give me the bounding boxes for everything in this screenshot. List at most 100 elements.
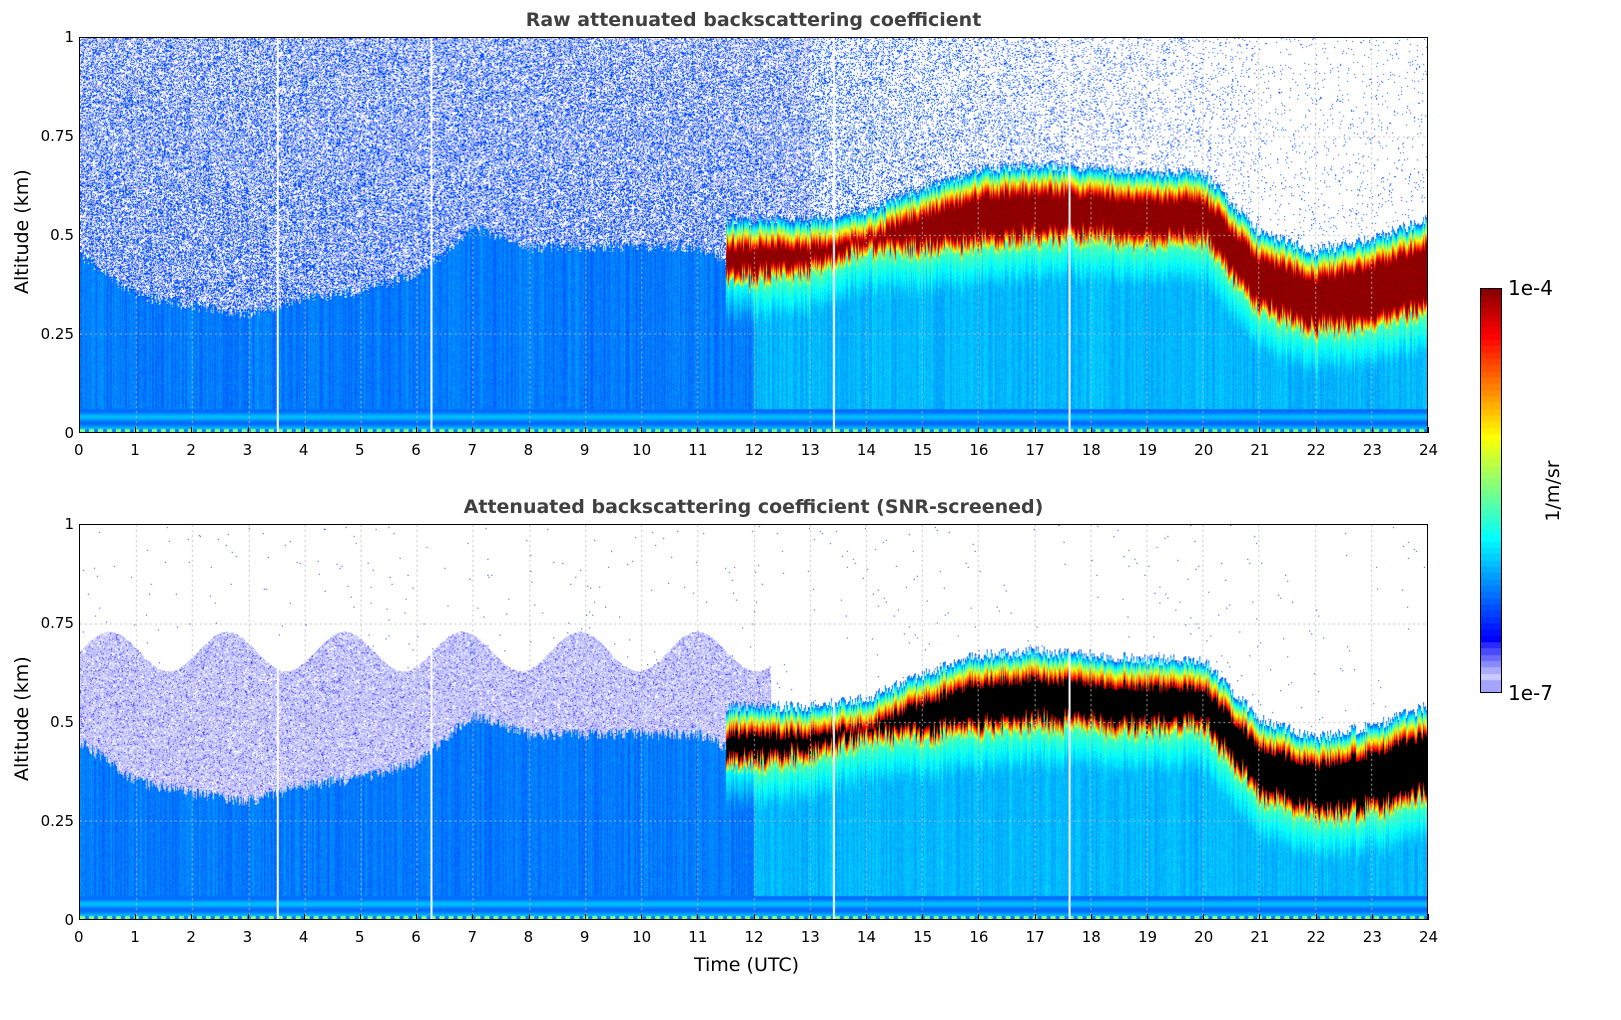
x-tick-mark	[416, 914, 418, 920]
x-tick-mark	[191, 914, 193, 920]
x-tick-mark	[809, 427, 811, 433]
x-tick-label: 20	[1194, 441, 1214, 459]
x-tick-mark	[472, 914, 474, 920]
x-tick-mark	[1034, 427, 1036, 433]
x-tick-label: 1	[130, 441, 140, 459]
x-tick-label: 16	[969, 928, 989, 946]
x-tick-label: 8	[523, 928, 534, 946]
y-tick-label: 1	[64, 28, 74, 46]
x-tick-label: 11	[688, 928, 708, 946]
x-tick-mark	[1428, 427, 1429, 433]
x-tick-label: 3	[242, 441, 253, 459]
x-tick-label: 21	[1250, 928, 1270, 946]
x-tick-label: 2	[186, 441, 196, 459]
x-tick-mark	[584, 427, 586, 433]
top-y-axis-label: Altitude (km)	[11, 169, 33, 294]
x-tick-mark	[135, 914, 137, 920]
y-tick-label: 0.5	[50, 713, 74, 731]
x-tick-label: 24	[1419, 441, 1439, 459]
x-tick-label: 22	[1306, 441, 1326, 459]
x-tick-label: 14	[856, 928, 876, 946]
x-tick-label: 23	[1362, 441, 1382, 459]
x-tick-mark	[922, 427, 924, 433]
x-tick-label: 20	[1194, 928, 1214, 946]
x-tick-mark	[697, 427, 699, 433]
x-tick-label: 10	[632, 928, 652, 946]
x-tick-label: 10	[632, 441, 652, 459]
bottom-y-axis-label: Altitude (km)	[11, 656, 33, 781]
x-tick-mark	[978, 427, 980, 433]
x-tick-mark	[809, 914, 811, 920]
x-tick-label: 13	[800, 441, 820, 459]
x-tick-label: 21	[1250, 441, 1270, 459]
x-tick-mark	[753, 427, 755, 433]
y-tick-label: 0.25	[40, 325, 74, 343]
x-tick-mark	[1259, 427, 1261, 433]
x-tick-mark	[528, 914, 530, 920]
x-tick-label: 5	[355, 928, 365, 946]
x-tick-label: 15	[913, 441, 933, 459]
x-tick-mark	[416, 427, 418, 433]
x-tick-label: 22	[1306, 928, 1326, 946]
x-tick-label: 0	[74, 928, 84, 946]
x-tick-label: 16	[969, 441, 989, 459]
x-tick-mark	[360, 427, 362, 433]
x-tick-mark	[641, 914, 643, 920]
x-tick-mark	[135, 427, 137, 433]
x-tick-mark	[247, 427, 249, 433]
x-tick-label: 17	[1025, 928, 1045, 946]
x-tick-label: 3	[242, 928, 253, 946]
x-tick-mark	[697, 914, 699, 920]
x-tick-mark	[865, 427, 867, 433]
x-tick-label: 23	[1362, 928, 1382, 946]
x-tick-mark	[191, 427, 193, 433]
colorbar-unit-label: 1/m/sr	[1542, 460, 1564, 522]
x-tick-mark	[528, 427, 530, 433]
x-tick-mark	[303, 914, 305, 920]
x-tick-label: 7	[467, 928, 477, 946]
y-tick-label: 0.5	[50, 226, 74, 244]
x-tick-mark	[1090, 427, 1092, 433]
x-tick-mark	[1034, 914, 1036, 920]
x-tick-mark	[1315, 427, 1317, 433]
x-tick-label: 6	[411, 441, 421, 459]
x-tick-label: 14	[856, 441, 876, 459]
y-tick-label: 0.75	[40, 127, 74, 145]
colorbar	[1480, 288, 1502, 693]
x-tick-mark	[922, 914, 924, 920]
x-tick-label: 4	[298, 928, 309, 946]
x-tick-mark	[641, 427, 643, 433]
x-tick-label: 6	[411, 928, 421, 946]
y-tick-label: 0	[64, 424, 74, 442]
x-tick-label: 9	[579, 441, 590, 459]
x-axis-label: Time (UTC)	[694, 954, 800, 976]
x-tick-label: 8	[523, 441, 534, 459]
screened-backscatter-heatmap	[79, 524, 1428, 920]
x-tick-mark	[79, 914, 80, 920]
x-tick-mark	[753, 914, 755, 920]
x-tick-mark	[1259, 914, 1261, 920]
x-tick-mark	[472, 427, 474, 433]
x-tick-mark	[1203, 427, 1205, 433]
x-tick-label: 0	[74, 441, 84, 459]
x-tick-label: 15	[913, 928, 933, 946]
y-tick-label: 1	[64, 515, 74, 533]
x-tick-mark	[1203, 914, 1205, 920]
raw-backscatter-heatmap	[79, 37, 1428, 433]
y-tick-label: 0	[64, 911, 74, 929]
x-tick-mark	[360, 914, 362, 920]
x-tick-mark	[303, 427, 305, 433]
x-tick-mark	[1090, 914, 1092, 920]
x-tick-label: 13	[800, 928, 820, 946]
x-tick-mark	[1371, 914, 1373, 920]
x-tick-mark	[584, 914, 586, 920]
x-tick-mark	[1315, 914, 1317, 920]
x-tick-label: 9	[579, 928, 590, 946]
x-tick-mark	[79, 427, 80, 433]
x-tick-mark	[1146, 427, 1148, 433]
y-tick-label: 0.75	[40, 614, 74, 632]
x-tick-mark	[1371, 427, 1373, 433]
x-tick-label: 12	[744, 928, 764, 946]
x-tick-label: 18	[1081, 441, 1101, 459]
x-tick-mark	[978, 914, 980, 920]
